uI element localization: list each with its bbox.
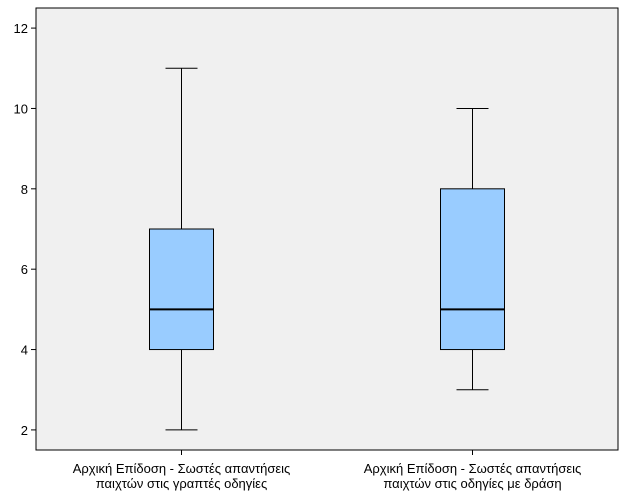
plot-area	[35, 7, 619, 451]
box-2	[440, 107, 505, 391]
category-label-line: Αρχική Επίδοση - Σωστές απαντήσεις	[364, 461, 582, 476]
y-tick-label: 10	[14, 101, 28, 116]
y-tick-label: 6	[21, 262, 28, 277]
y-tick-label: 12	[14, 21, 28, 36]
y-axis: 2 4 6 8 10 12	[14, 21, 36, 438]
category-label-line: παιχτών στις γραπτές οδηγίες	[96, 476, 267, 491]
iqr-box	[149, 228, 214, 351]
y-tick-label: 4	[21, 343, 28, 358]
boxes	[149, 67, 505, 431]
x-axis: Αρχική Επίδοση - Σωστές απαντήσεις παιχτώ…	[73, 450, 582, 491]
category-label: Αρχική Επίδοση - Σωστές απαντήσεις παιχτώ…	[73, 461, 291, 491]
y-tick-label: 8	[21, 182, 28, 197]
iqr-box	[440, 188, 505, 351]
category-label: Αρχική Επίδοση - Σωστές απαντήσεις παιχτώ…	[364, 461, 582, 491]
box-1	[149, 67, 214, 431]
y-tick-label: 2	[21, 423, 28, 438]
category-label-line: παιχτών στις οδηγίες με δράση	[383, 476, 561, 491]
category-label-line: Αρχική Επίδοση - Σωστές απαντήσεις	[73, 461, 291, 476]
